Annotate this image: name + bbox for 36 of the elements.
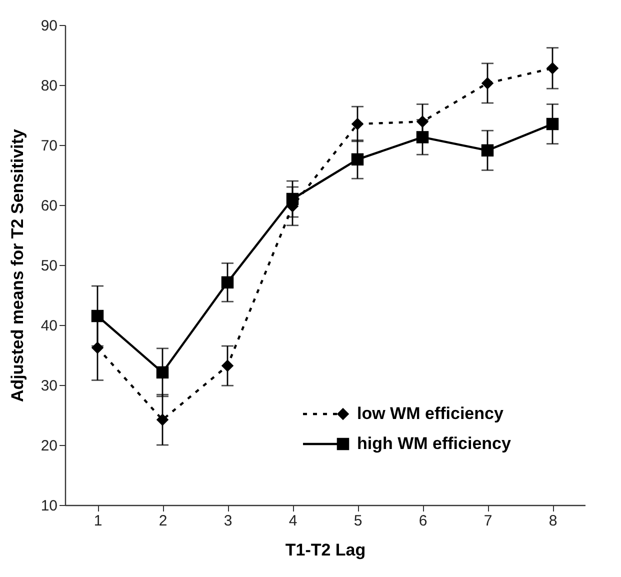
- y-tick-label: 50: [40, 258, 58, 274]
- point: [156, 366, 169, 379]
- point: [481, 144, 494, 157]
- x-tick-label: 6: [418, 512, 428, 530]
- x-tick-label: 2: [158, 512, 168, 530]
- point: [91, 310, 104, 322]
- y-tick-label: 30: [40, 378, 58, 394]
- point: [546, 118, 559, 130]
- x-tick-label: 3: [224, 512, 232, 530]
- x-tick-label: 4: [288, 512, 298, 530]
- point: [546, 62, 559, 74]
- x-tick-label: 8: [548, 512, 558, 530]
- point: [221, 276, 234, 289]
- point: [351, 118, 364, 130]
- x-tick-label: 5: [354, 512, 362, 530]
- legend-label: low WM efficiency: [357, 404, 504, 423]
- point: [481, 77, 494, 90]
- point: [286, 192, 299, 206]
- y-tick-label: 10: [40, 498, 58, 514]
- point: [416, 131, 429, 144]
- point: [91, 342, 104, 354]
- y-tick-label: 80: [40, 78, 58, 94]
- y-tick-label: 20: [40, 438, 58, 454]
- x-tick-label: 7: [484, 512, 492, 530]
- point: [156, 414, 169, 426]
- x-tick-label: 1: [94, 512, 102, 530]
- y-axis-title: Adjusted means for T2 Sensitivity: [8, 128, 27, 402]
- x-axis-title: T1-T2 Lag: [285, 540, 366, 560]
- legend-label: high WM efficiency: [357, 434, 512, 453]
- point: [221, 360, 234, 372]
- y-tick-label: 40: [40, 318, 58, 334]
- y-tick-label: 90: [40, 18, 58, 34]
- y-tick-label: 70: [40, 138, 58, 154]
- point: [351, 153, 364, 166]
- point: [416, 115, 429, 128]
- y-tick-label: 60: [40, 198, 58, 214]
